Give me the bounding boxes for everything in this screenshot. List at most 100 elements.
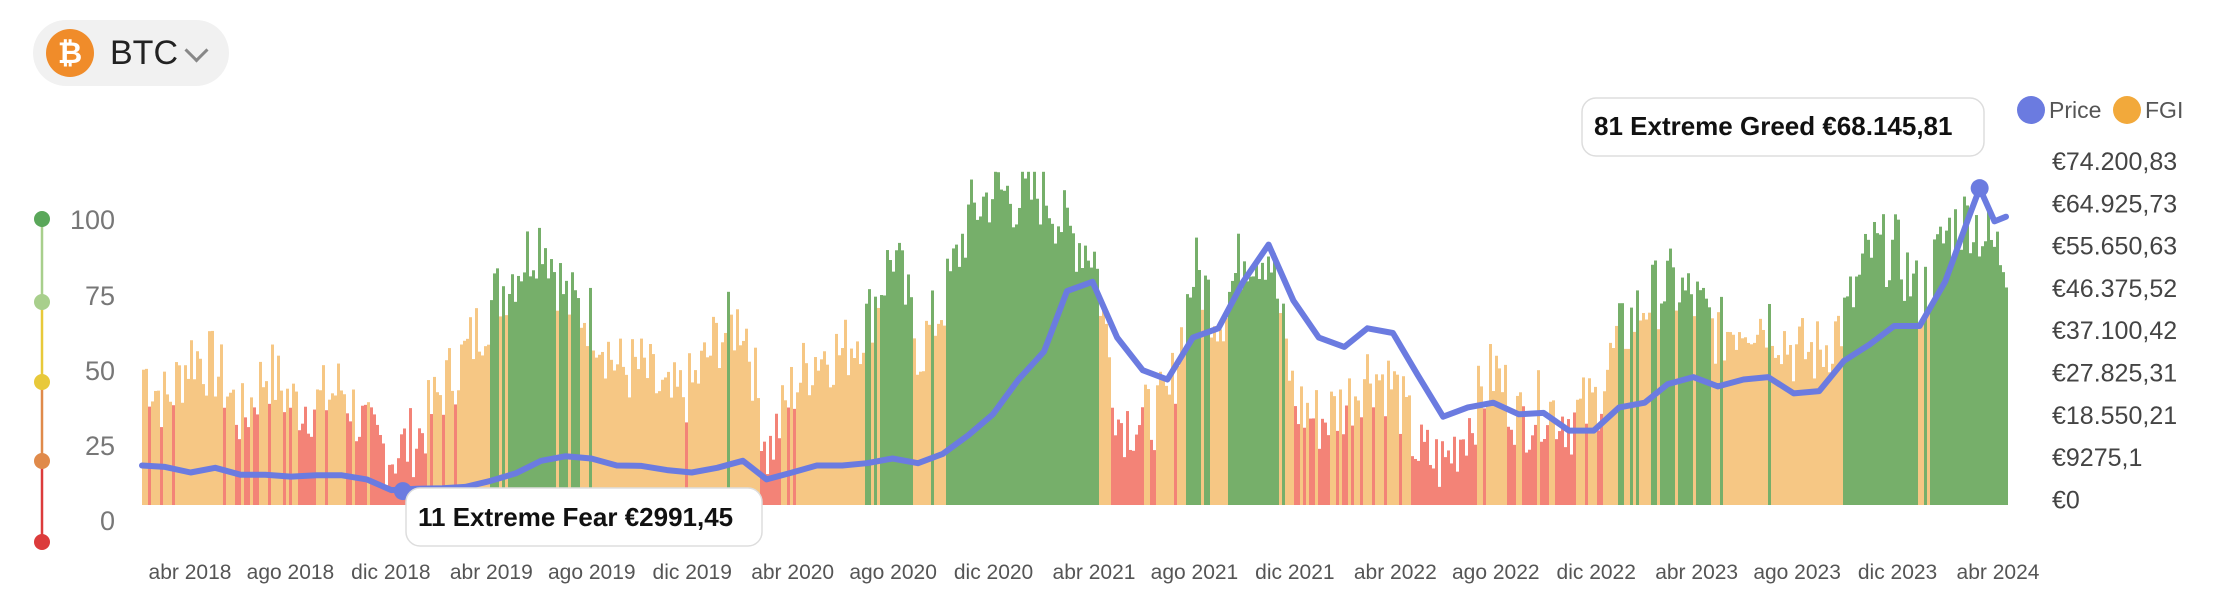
fgi-bar — [1021, 171, 1024, 506]
neutral-dot — [34, 374, 50, 390]
fgi-bar — [367, 402, 370, 505]
fgi-bar — [1759, 318, 1762, 505]
fgi-tick-label: 100 — [70, 205, 115, 235]
fgi-bar — [220, 344, 223, 505]
fgi-bar — [1225, 318, 1228, 505]
fgi-bar — [1441, 441, 1444, 505]
fgi-bar — [346, 413, 349, 505]
fgi-bar — [331, 393, 334, 505]
fgi-bar — [1051, 223, 1054, 505]
fgi-bar — [1378, 380, 1381, 505]
fgi-bar — [1504, 364, 1507, 505]
fgi-bar — [742, 340, 745, 505]
fgi-bar — [607, 341, 610, 505]
fgi-bar — [1522, 406, 1525, 505]
fgi-bar — [1915, 260, 1918, 505]
fgi-bar — [1846, 296, 1849, 505]
fgi-bar — [1339, 389, 1342, 505]
asset-selector[interactable]: ₿ BTC — [33, 20, 229, 86]
fgi-bar — [1534, 424, 1537, 505]
fgi-bar — [1099, 315, 1102, 505]
fgi-bar — [1006, 185, 1009, 505]
fgi-bar — [1765, 347, 1768, 505]
fgi-bar — [481, 355, 484, 505]
fgi-bar — [1888, 280, 1891, 505]
fgi-bar — [1663, 301, 1666, 505]
fgi-bar — [631, 339, 634, 505]
fgi-bar — [1192, 286, 1195, 505]
fgi-bar — [1105, 323, 1108, 505]
fgi-bar — [196, 351, 199, 505]
high-marker[interactable] — [1970, 179, 1989, 198]
fgi-bar — [652, 354, 655, 505]
fgi-bar — [1354, 396, 1357, 505]
fgi-bar — [679, 370, 682, 505]
fgi-bar — [382, 443, 385, 505]
fgi-bar — [1216, 341, 1219, 505]
fgi-bar — [1450, 463, 1453, 505]
fgi-bar — [1111, 407, 1114, 505]
fgi-bar — [1603, 391, 1606, 505]
fgi-bar — [295, 391, 298, 505]
fgi-bar — [1750, 344, 1753, 505]
fgi-bar — [1177, 366, 1180, 505]
fgi-bar — [691, 382, 694, 505]
fgi-bar — [1336, 430, 1339, 505]
fgi-bar — [772, 459, 775, 505]
fgi-bar — [1957, 249, 1960, 505]
fgi-bar — [202, 384, 205, 505]
fgi-bar — [1147, 389, 1150, 505]
date-tick-label: dic 2023 — [1858, 561, 1937, 584]
fgi-bar — [856, 341, 859, 505]
fgi-bar — [496, 268, 499, 505]
fgi-bar — [1618, 303, 1621, 505]
fgi-bar — [1786, 354, 1789, 505]
fgi-bar — [1999, 265, 2002, 505]
fgi-bar — [1591, 392, 1594, 505]
fgi-bar — [682, 397, 685, 505]
fgi-bar — [670, 397, 673, 505]
fgi-bar — [304, 406, 307, 505]
fgi-bar — [1702, 287, 1705, 505]
fgi-bar — [187, 378, 190, 505]
fgi-bar — [511, 274, 514, 505]
fgi-bar — [937, 323, 940, 505]
fgi-scale-gauge — [34, 211, 50, 550]
fgi-bar — [1654, 260, 1657, 505]
fgi-bar — [1300, 386, 1303, 505]
fgi-bar — [1399, 433, 1402, 505]
fgi-bar — [958, 266, 961, 505]
fgi-bar — [184, 365, 187, 505]
fgi-bar — [727, 291, 730, 505]
fgi-bar — [286, 388, 289, 505]
fgi-bar — [1174, 403, 1177, 505]
fgi-bar — [1342, 434, 1345, 505]
fgi-bar — [1360, 417, 1363, 505]
fgi-bar — [499, 316, 502, 505]
fgi-bar — [736, 309, 739, 505]
fgi-bar — [781, 385, 784, 505]
fgi-bar — [1609, 342, 1612, 505]
fgi-bar — [1951, 259, 1954, 505]
fgi-bar — [1363, 379, 1366, 505]
fgi-bar — [1279, 313, 1282, 505]
fgi-bar — [337, 363, 340, 505]
fgi-bar — [1228, 291, 1231, 505]
fgi-bar — [1804, 359, 1807, 505]
fgi-bar — [1798, 326, 1801, 505]
fgi-bar — [157, 390, 160, 505]
fgi-bar — [1936, 234, 1939, 505]
fgi-bar — [1252, 276, 1255, 505]
fgi-bar — [664, 377, 667, 505]
fgi-bar — [1543, 438, 1546, 505]
fgi-bar — [178, 365, 181, 505]
fgi-bar — [1066, 207, 1069, 505]
fgi-bar — [1822, 366, 1825, 505]
fgi-bar — [415, 448, 418, 505]
fgi-bar — [1186, 294, 1189, 505]
fgi-bar — [1207, 279, 1210, 505]
fgi-bar — [946, 258, 949, 505]
fgi-bar — [343, 394, 346, 505]
fgi-bar — [463, 340, 466, 505]
fgi-bar — [1813, 378, 1816, 505]
